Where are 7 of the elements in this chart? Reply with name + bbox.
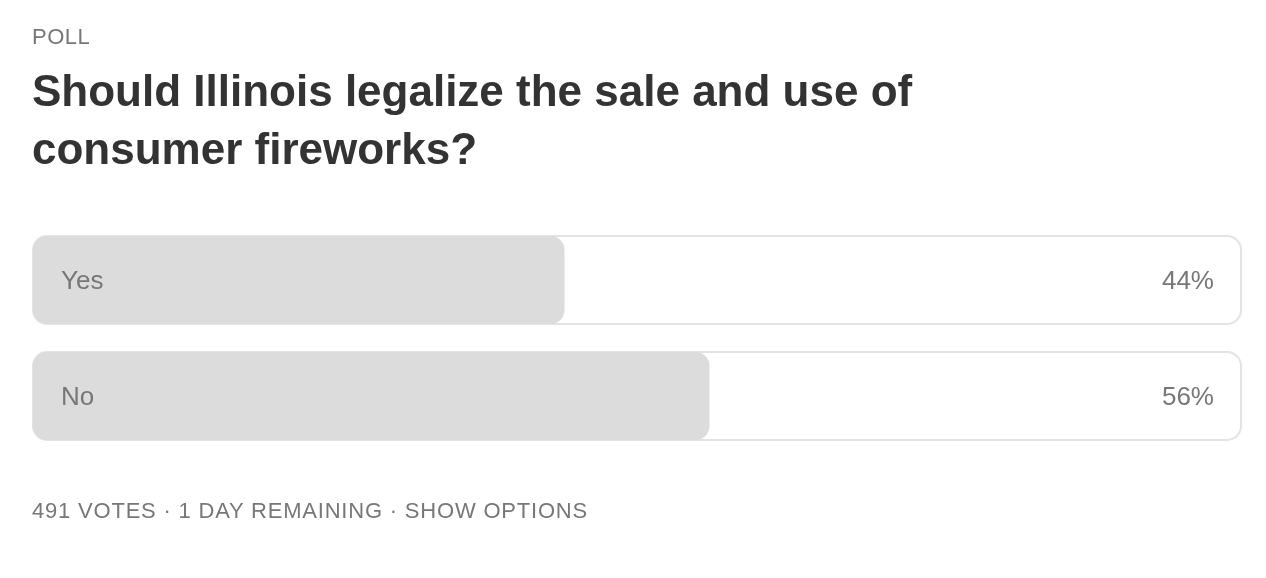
chart-subtitle: POLL: [32, 24, 92, 50]
text: 491 VOTES · 1 DAY REMAINING · SHOW OPTIONS: [32, 498, 589, 524]
data-label: 44%: [1161, 265, 1214, 295]
y-tick-label: Yes: [61, 265, 104, 295]
y-tick-label: No: [61, 381, 95, 411]
data-label: 56%: [1161, 381, 1214, 411]
chart-title: Should Illinois legalize the sale and use of consumer fireworks?: [32, 65, 914, 175]
